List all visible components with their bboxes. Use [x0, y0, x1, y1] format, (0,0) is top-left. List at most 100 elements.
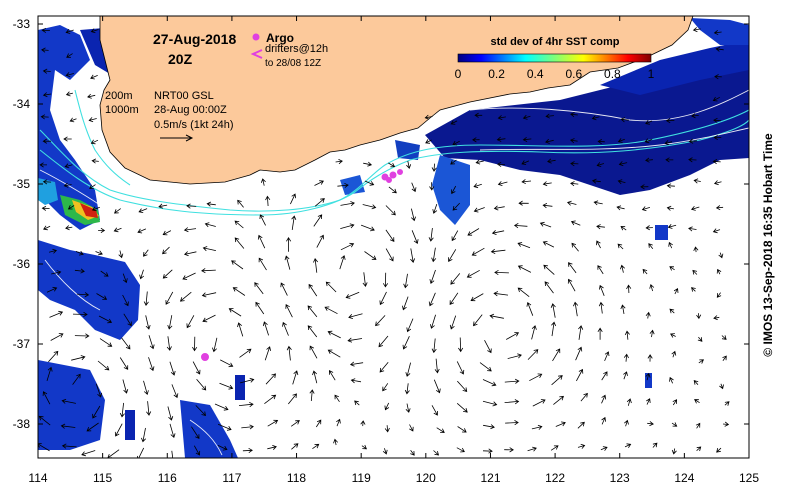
velocity-arrow — [666, 205, 674, 211]
velocity-arrow — [192, 336, 198, 352]
velocity-arrow — [214, 403, 229, 411]
velocity-arrow — [65, 225, 73, 231]
velocity-arrow — [362, 204, 377, 210]
velocity-arrow — [694, 399, 700, 404]
velocity-arrow — [86, 422, 99, 432]
velocity-arrow — [522, 114, 531, 120]
velocity-arrow — [291, 443, 299, 450]
velocity-arrow — [692, 269, 698, 275]
velocity-arrow — [547, 158, 556, 164]
velocity-arrow — [451, 185, 457, 195]
x-axis: 114 115 116 117 118 119 120 121 122 123 … — [28, 471, 759, 485]
colorbar-tick: 0.6 — [565, 67, 582, 81]
velocity-arrow — [449, 292, 459, 306]
velocity-arrow — [642, 268, 648, 275]
velocity-arrow — [265, 195, 271, 207]
velocity-arrow — [450, 273, 461, 285]
drifter-legend-icon — [250, 49, 263, 59]
argo-markers — [201, 169, 403, 361]
velocity-arrow — [671, 422, 678, 427]
velocity-arrow — [482, 400, 498, 407]
velocity-arrow — [434, 358, 440, 374]
scale-label: 0.5m/s (1kt 24h) — [154, 119, 233, 131]
velocity-arrow — [604, 351, 610, 362]
velocity-arrow — [292, 370, 299, 385]
velocity-arrow — [363, 161, 373, 167]
velocity-arrow — [666, 183, 675, 189]
velocity-arrow — [384, 425, 390, 433]
velocity-arrow — [432, 203, 438, 214]
velocity-arrow — [542, 203, 553, 209]
velocity-arrow — [715, 205, 724, 211]
velocity-arrow — [576, 368, 584, 382]
velocity-arrow — [290, 420, 300, 427]
velocity-arrow — [695, 422, 701, 429]
velocity-arrow — [722, 421, 730, 427]
velocity-arrow — [241, 424, 254, 430]
velocity-arrow — [713, 134, 722, 141]
velocity-arrow — [41, 27, 50, 33]
velocity-arrow — [518, 200, 529, 206]
velocity-arrow — [287, 393, 297, 405]
velocity-arrow — [570, 112, 578, 118]
velocity-arrow — [262, 321, 269, 336]
velocity-arrow — [571, 242, 579, 252]
velocity-arrow — [201, 268, 216, 274]
velocity-arrow — [552, 348, 561, 362]
velocity-arrow — [255, 301, 265, 315]
velocity-arrow — [713, 29, 722, 36]
velocity-arrow — [457, 380, 468, 393]
velocity-arrow — [99, 338, 113, 347]
velocity-arrow — [473, 207, 485, 213]
velocity-arrow — [402, 296, 409, 311]
velocity-arrow — [63, 136, 72, 142]
velocity-arrow — [206, 201, 216, 207]
velocity-arrow — [550, 303, 556, 318]
velocity-arrow — [484, 340, 492, 354]
velocity-arrow — [280, 282, 288, 296]
velocity-arrow — [382, 272, 389, 288]
velocity-arrow — [405, 362, 411, 377]
velocity-arrow — [158, 203, 168, 209]
velocity-arrow — [410, 248, 416, 263]
velocity-arrow — [148, 335, 155, 350]
x-tick-label: 117 — [222, 471, 241, 485]
velocity-arrow — [667, 224, 677, 229]
velocity-arrow — [165, 291, 174, 305]
velocity-arrow — [65, 29, 74, 34]
velocity-arrow — [531, 325, 537, 340]
velocity-arrow — [517, 265, 532, 273]
velocity-arrow — [457, 426, 467, 433]
velocity-arrow — [626, 398, 632, 406]
velocity-arrow — [567, 278, 576, 292]
velocity-arrow — [641, 206, 651, 212]
velocity-arrow — [324, 306, 338, 315]
velocity-arrow — [63, 182, 72, 188]
velocity-arrow — [669, 376, 674, 384]
velocity-arrow — [143, 380, 149, 396]
velocity-arrow — [146, 401, 152, 416]
velocity-arrow — [722, 355, 727, 361]
velocity-arrow — [339, 255, 346, 270]
velocity-arrow — [41, 47, 49, 53]
velocity-arrow — [648, 243, 654, 249]
velocity-arrow — [96, 293, 108, 300]
colorbar-tick: 0.2 — [488, 67, 505, 81]
velocity-arrow — [91, 158, 99, 164]
velocity-arrow — [49, 310, 64, 318]
velocity-arrow — [450, 120, 458, 125]
velocity-arrow — [72, 311, 88, 317]
velocity-arrow — [48, 350, 59, 363]
velocity-arrow — [90, 28, 99, 34]
velocity-arrow — [532, 399, 546, 407]
y-tick-label: -37 — [13, 337, 31, 351]
velocity-arrow — [217, 445, 228, 451]
velocity-arrow — [404, 383, 410, 395]
velocity-arrow — [169, 361, 176, 376]
velocity-arrow — [623, 371, 628, 380]
velocity-arrow — [388, 162, 396, 168]
scale-arrow — [160, 134, 194, 142]
velocity-arrow — [46, 366, 53, 382]
x-tick-label: 119 — [352, 471, 371, 485]
